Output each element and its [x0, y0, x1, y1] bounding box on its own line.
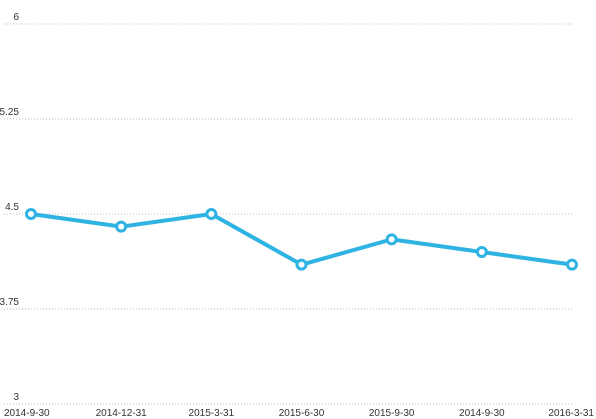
- series-group: [25, 208, 578, 271]
- x-tick-label: 2014-9-30: [4, 408, 50, 419]
- x-tick-label: 2014-12-31: [96, 408, 148, 419]
- y-tick-label: 6: [13, 12, 19, 23]
- y-tick-label: 5.25: [0, 107, 19, 118]
- y-tick-label: 4.5: [5, 202, 19, 213]
- data-point[interactable]: [115, 220, 128, 233]
- series-line-0: [29, 212, 574, 267]
- data-point[interactable]: [25, 208, 37, 220]
- y-tick-label: 3: [13, 392, 19, 403]
- data-point[interactable]: [295, 258, 308, 271]
- x-tick-label: 2015-9-30: [369, 408, 415, 419]
- data-point[interactable]: [385, 233, 398, 246]
- x-tick-label: 2016-3-31: [548, 408, 594, 419]
- data-point[interactable]: [205, 208, 218, 220]
- x-tick-label: 2014-9-30: [459, 408, 505, 419]
- y-tick-label: 3.75: [0, 297, 19, 308]
- y-axis-ticks: 3 3.75 4.5 5.25 6: [0, 12, 19, 403]
- x-axis-ticks: 2014-9-30 2014-12-31 2015-3-31 2015-6-30 201…: [4, 408, 594, 419]
- x-tick-label: 2015-3-31: [189, 408, 235, 419]
- data-point[interactable]: [566, 258, 578, 271]
- gridlines: [4, 23, 574, 405]
- data-point[interactable]: [475, 246, 488, 258]
- x-tick-label: 2015-6-30: [279, 408, 325, 419]
